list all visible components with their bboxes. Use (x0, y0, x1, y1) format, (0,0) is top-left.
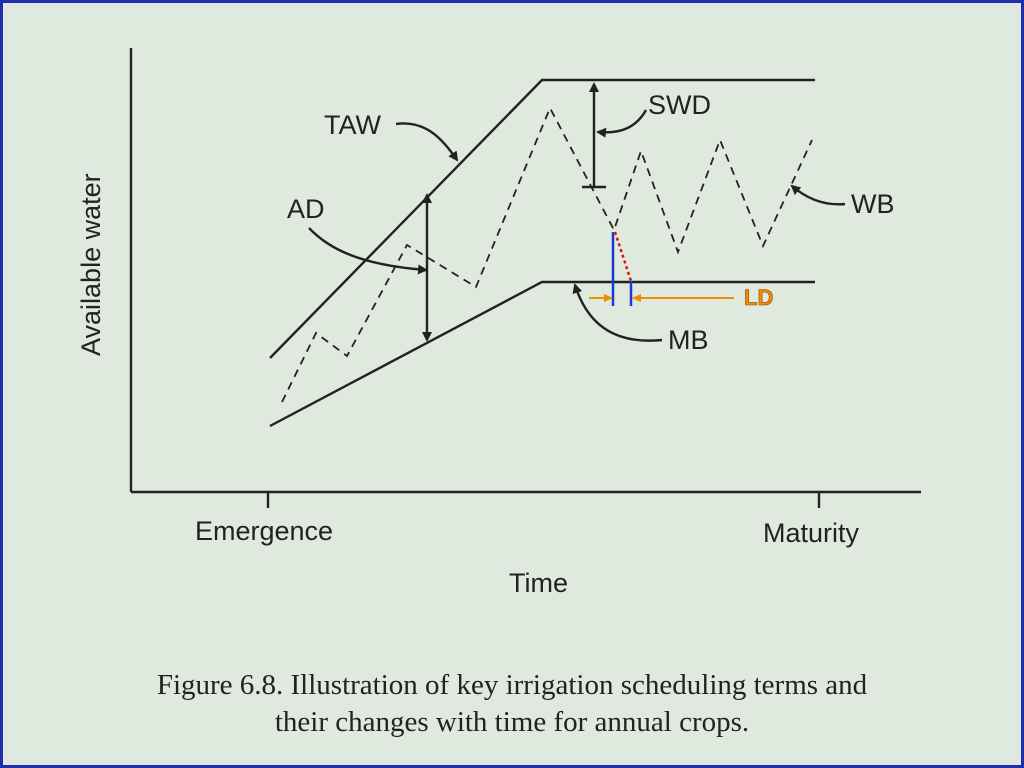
x-tick-label-emergence: Emergence (195, 516, 333, 546)
label-mb: MB (668, 325, 709, 355)
label-swd: SWD (648, 90, 711, 120)
ad-leader (308, 227, 428, 275)
figure-caption-line-1: Figure 6.8. Illustration of key irrigati… (156, 669, 868, 701)
wb-leader (790, 184, 846, 206)
figure-caption-line-2: their changes with time for annual crops… (274, 706, 750, 738)
x-axis-label: Time (509, 568, 568, 598)
label-ld: LD (744, 285, 773, 310)
taw-leader (395, 122, 459, 162)
label-taw: TAW (324, 110, 381, 140)
y-axis-label: Available water (76, 173, 106, 356)
label-ad: AD (287, 194, 325, 224)
slide-frame (3, 3, 1021, 765)
swd-leader (596, 109, 648, 138)
mb-line (269, 280, 815, 428)
x-tick-label-maturity: Maturity (763, 518, 860, 548)
label-wb: WB (851, 189, 895, 219)
ld-red-dotted (613, 231, 633, 282)
taw-line (269, 78, 815, 359)
mb-leader (572, 283, 663, 342)
wb-dashed-line (281, 105, 813, 403)
